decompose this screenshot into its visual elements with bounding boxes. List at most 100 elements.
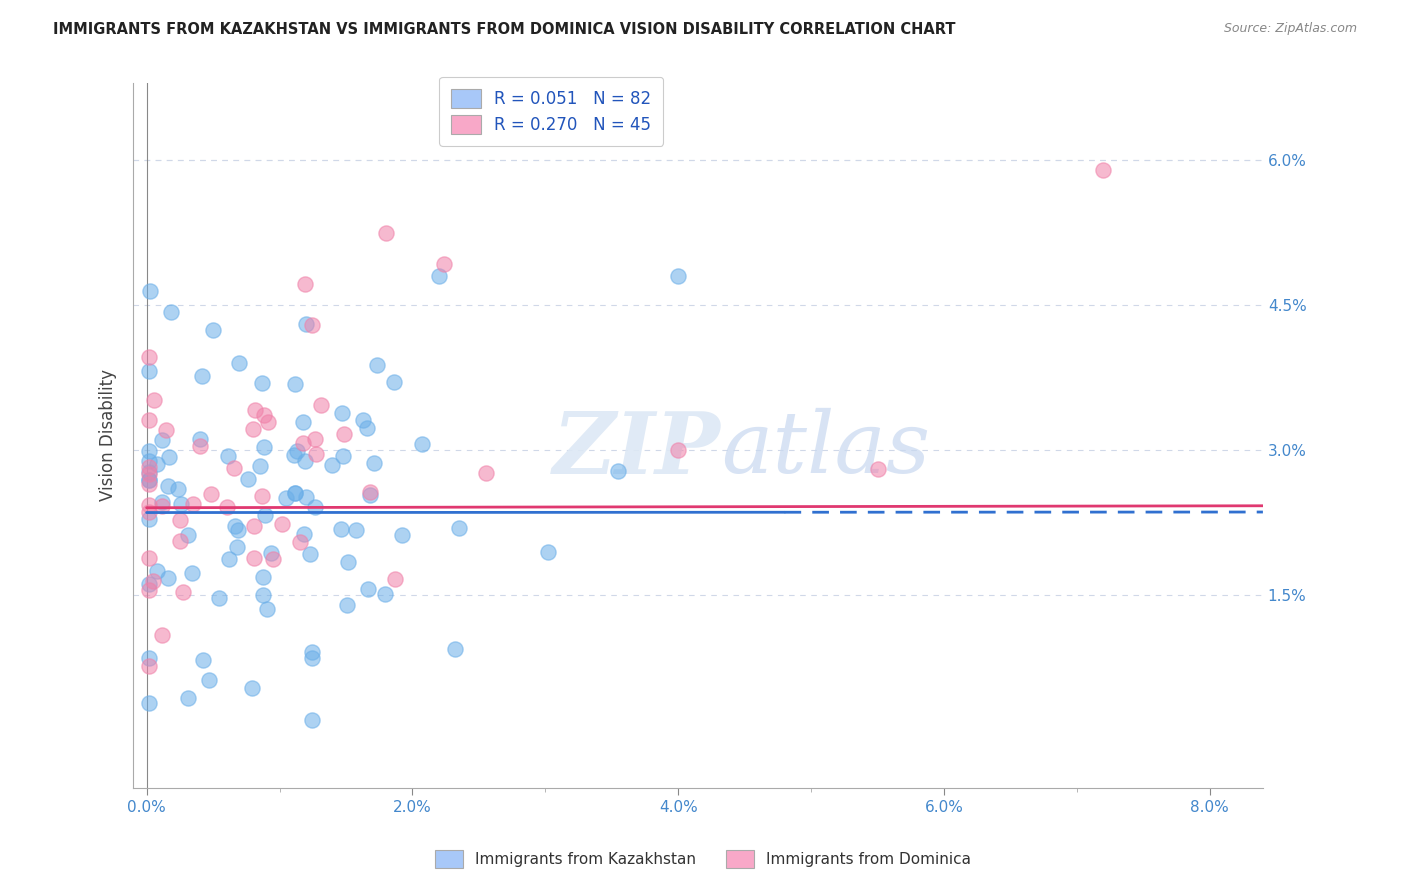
Point	[138, 454, 160, 468]
Point	[169, 513, 191, 527]
Text: ZIP: ZIP	[553, 408, 721, 491]
Point	[262, 552, 284, 566]
Point	[150, 499, 173, 513]
Point	[138, 659, 160, 673]
Point	[291, 435, 314, 450]
Point	[254, 508, 277, 522]
Point	[329, 522, 352, 536]
Point	[271, 516, 294, 531]
Point	[157, 450, 180, 465]
Point	[166, 482, 188, 496]
Text: atlas: atlas	[721, 408, 929, 491]
Point	[177, 691, 200, 706]
Point	[201, 323, 224, 337]
Point	[304, 446, 326, 460]
Point	[138, 465, 160, 479]
Point	[138, 474, 160, 488]
Point	[356, 421, 378, 435]
Point	[191, 653, 214, 667]
Point	[138, 467, 160, 481]
Point	[363, 456, 385, 470]
Point	[170, 497, 193, 511]
Point	[284, 486, 307, 500]
Point	[285, 444, 308, 458]
Point	[444, 642, 467, 657]
Point	[301, 650, 323, 665]
Point	[292, 527, 315, 541]
Point	[250, 489, 273, 503]
Point	[217, 450, 239, 464]
Point	[384, 572, 406, 586]
Point	[607, 464, 630, 478]
Point	[138, 477, 160, 491]
Point	[197, 673, 219, 687]
Point	[366, 359, 388, 373]
Point	[866, 462, 889, 476]
Point	[294, 277, 316, 292]
Point	[249, 458, 271, 473]
Point	[336, 598, 359, 612]
Point	[332, 449, 354, 463]
Point	[240, 681, 263, 696]
Point	[155, 423, 177, 437]
Point	[284, 486, 307, 500]
Point	[138, 582, 160, 597]
Point	[291, 415, 314, 429]
Point	[321, 458, 343, 472]
Point	[352, 413, 374, 427]
Point	[138, 473, 160, 487]
Point	[138, 498, 160, 512]
Point	[1092, 162, 1115, 177]
Point	[344, 523, 367, 537]
Point	[256, 415, 278, 429]
Point	[475, 466, 498, 480]
Point	[301, 713, 323, 727]
Point	[191, 369, 214, 384]
Point	[138, 511, 160, 525]
Point	[177, 528, 200, 542]
Point	[288, 534, 311, 549]
Y-axis label: Vision Disability: Vision Disability	[100, 369, 117, 501]
Point	[222, 461, 245, 475]
Point	[138, 460, 160, 475]
Point	[357, 582, 380, 597]
Point	[374, 226, 396, 240]
Point	[142, 574, 165, 588]
Point	[294, 454, 316, 468]
Point	[359, 485, 381, 500]
Point	[284, 376, 307, 391]
Point	[243, 551, 266, 566]
Point	[145, 564, 167, 578]
Point	[228, 356, 250, 370]
Point	[181, 497, 204, 511]
Point	[181, 566, 204, 580]
Point	[138, 551, 160, 566]
Point	[138, 651, 160, 665]
Point	[332, 427, 354, 442]
Point	[226, 540, 249, 554]
Point	[236, 472, 259, 486]
Point	[336, 555, 359, 569]
Point	[253, 440, 276, 454]
Point	[299, 547, 322, 561]
Point	[169, 533, 191, 548]
Point	[256, 602, 278, 616]
Point	[139, 285, 162, 299]
Point	[537, 545, 560, 559]
Point	[157, 479, 180, 493]
Point	[150, 495, 173, 509]
Point	[146, 457, 169, 471]
Point	[250, 376, 273, 390]
Point	[382, 375, 405, 389]
Point	[188, 432, 211, 446]
Point	[188, 439, 211, 453]
Point	[243, 402, 266, 417]
Point	[242, 422, 264, 436]
Point	[243, 518, 266, 533]
Point	[294, 490, 316, 504]
Point	[301, 645, 323, 659]
Point	[666, 268, 689, 283]
Point	[447, 520, 470, 534]
Point	[138, 364, 160, 378]
Point	[666, 442, 689, 457]
